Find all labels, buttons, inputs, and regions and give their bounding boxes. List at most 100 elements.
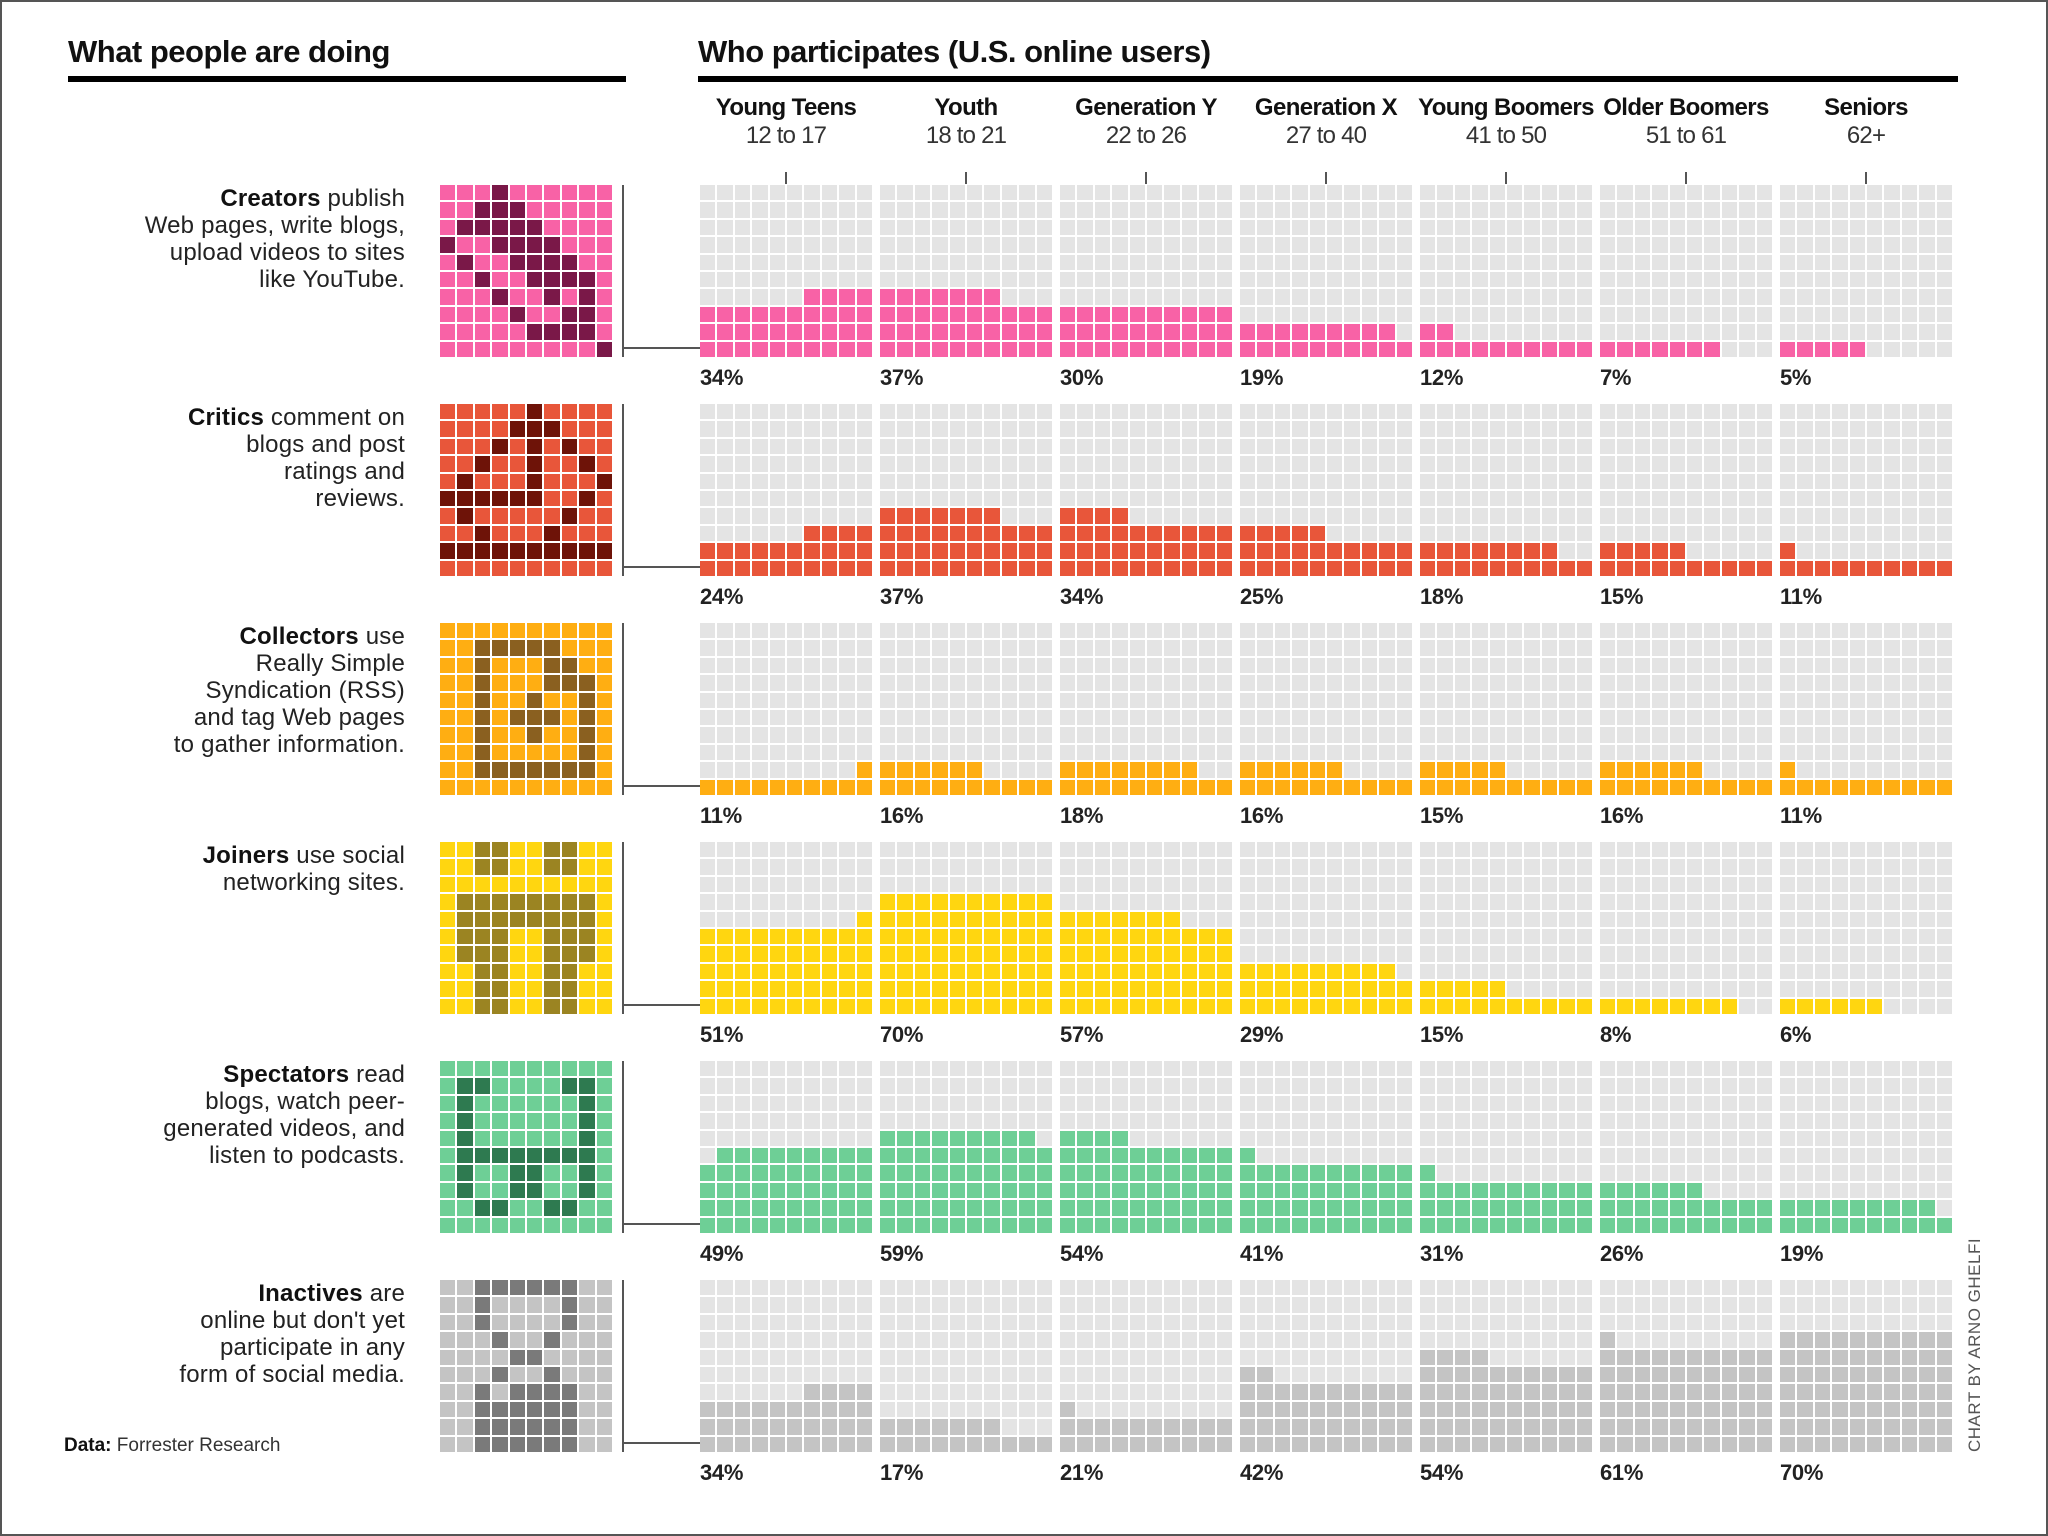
waffle-square-empty bbox=[1506, 842, 1523, 858]
waffle-square-empty bbox=[1576, 928, 1592, 945]
waffle-square-empty bbox=[1361, 911, 1378, 927]
waffle-square-empty bbox=[856, 1061, 872, 1077]
waffle-square-empty bbox=[1112, 675, 1128, 691]
waffle-square-filled bbox=[1866, 1401, 1883, 1418]
waffle-square-empty bbox=[1901, 254, 1918, 270]
waffle-square-filled bbox=[1576, 1384, 1592, 1400]
icon-pixel bbox=[561, 237, 578, 253]
row-bracket-connector bbox=[622, 1223, 706, 1225]
waffle-square-empty bbox=[1472, 1165, 1488, 1181]
waffle-square-empty bbox=[1489, 1095, 1505, 1112]
waffle-square-empty bbox=[821, 1314, 838, 1331]
waffle-square-empty bbox=[1686, 525, 1703, 542]
waffle-square-empty bbox=[1199, 744, 1215, 761]
waffle-square-filled bbox=[1559, 341, 1575, 357]
waffle-square-filled bbox=[717, 1200, 733, 1216]
icon-pixel bbox=[457, 1280, 473, 1296]
waffle-square-empty bbox=[1576, 1280, 1592, 1296]
waffle-square-empty bbox=[1240, 473, 1256, 489]
waffle-square-filled bbox=[1094, 981, 1111, 997]
waffle-square-filled bbox=[1884, 1332, 1900, 1348]
waffle-square-empty bbox=[1274, 859, 1291, 875]
waffle-square-filled bbox=[880, 1130, 896, 1146]
waffle-square-filled bbox=[1060, 1217, 1076, 1233]
waffle-square-empty bbox=[1309, 692, 1325, 708]
icon-pixel bbox=[561, 623, 578, 639]
waffle-square-filled bbox=[1454, 1200, 1471, 1216]
waffle-square-empty bbox=[984, 237, 1000, 253]
waffle-square-empty bbox=[1832, 623, 1848, 639]
waffle-square-empty bbox=[1164, 254, 1180, 270]
waffle-square-empty bbox=[1901, 894, 1918, 910]
waffle-square-filled bbox=[1506, 341, 1523, 357]
waffle-square-filled bbox=[1112, 1217, 1128, 1233]
waffle-square-empty bbox=[1094, 1401, 1111, 1418]
waffle-square-empty bbox=[1866, 421, 1883, 437]
waffle-square-empty bbox=[1112, 692, 1128, 708]
waffle-square-empty bbox=[1849, 237, 1865, 253]
waffle-square-empty bbox=[1274, 1130, 1291, 1146]
waffle-square-empty bbox=[1559, 456, 1575, 472]
waffle-square-empty bbox=[1704, 219, 1720, 236]
icon-pixel bbox=[526, 543, 543, 559]
icon-pixel bbox=[579, 1061, 595, 1077]
waffle-square-empty bbox=[1060, 421, 1076, 437]
waffle-square-empty bbox=[1379, 1078, 1395, 1094]
waffle-square-filled bbox=[1257, 1165, 1273, 1181]
waffle-square-filled bbox=[1181, 1419, 1198, 1435]
waffle-square-filled bbox=[932, 289, 948, 305]
waffle-square-empty bbox=[1704, 289, 1720, 305]
waffle-square-empty bbox=[1036, 1384, 1052, 1400]
waffle-square-filled bbox=[1884, 560, 1900, 576]
icon-pixel bbox=[596, 657, 612, 674]
waffle-square-empty bbox=[1094, 202, 1111, 218]
waffle-square-empty bbox=[1472, 1078, 1488, 1094]
waffle-square-filled bbox=[1146, 1165, 1163, 1181]
waffle-square-filled bbox=[1094, 560, 1111, 576]
waffle-square-empty bbox=[1780, 876, 1796, 893]
waffle-square-filled bbox=[966, 306, 983, 323]
waffle-square-empty bbox=[700, 254, 716, 270]
waffle-square-empty bbox=[1344, 508, 1360, 524]
icon-pixel bbox=[579, 709, 595, 726]
waffle-square-filled bbox=[1901, 779, 1918, 795]
waffle-square-filled bbox=[804, 1200, 820, 1216]
waffle-square-empty bbox=[1379, 219, 1395, 236]
waffle-square-filled bbox=[1181, 779, 1198, 795]
waffle-square-filled bbox=[880, 525, 896, 542]
waffle-square-empty bbox=[1884, 842, 1900, 858]
icon-pixel bbox=[509, 1200, 525, 1216]
waffle-square-empty bbox=[1541, 762, 1558, 778]
icon-pixel bbox=[440, 560, 456, 576]
waffle-square-filled bbox=[1669, 1401, 1685, 1418]
waffle-square-empty bbox=[1919, 306, 1935, 323]
waffle-square-empty bbox=[752, 692, 768, 708]
waffle-square-empty bbox=[1437, 894, 1453, 910]
waffle-square-empty bbox=[1576, 1078, 1592, 1094]
waffle-square-empty bbox=[1240, 1078, 1256, 1094]
waffle-square-empty bbox=[1361, 289, 1378, 305]
waffle-square-empty bbox=[1559, 219, 1575, 236]
waffle-square-filled bbox=[880, 543, 896, 559]
waffle-square-empty bbox=[1901, 727, 1918, 743]
row-bracket bbox=[622, 1061, 624, 1233]
icon-pixel bbox=[596, 508, 612, 524]
waffle-square-empty bbox=[1199, 254, 1215, 270]
waffle-square-filled bbox=[949, 306, 965, 323]
waffle-square-empty bbox=[1721, 525, 1738, 542]
waffle-square-filled bbox=[1617, 1419, 1633, 1435]
waffle-square-empty bbox=[1146, 657, 1163, 674]
waffle-square-empty bbox=[1780, 271, 1796, 288]
waffle-square-filled bbox=[700, 1401, 716, 1418]
icon-pixel bbox=[561, 508, 578, 524]
waffle-square-empty bbox=[1721, 692, 1738, 708]
waffle-square-empty bbox=[1396, 254, 1412, 270]
description-line: Inactives are bbox=[258, 1280, 405, 1307]
waffle-square-empty bbox=[717, 1349, 733, 1365]
waffle-square-empty bbox=[1797, 981, 1813, 997]
waffle-square-empty bbox=[700, 709, 716, 726]
waffle-square-empty bbox=[821, 1366, 838, 1383]
icon-pixel bbox=[544, 1130, 560, 1146]
waffle-square-filled bbox=[1199, 306, 1215, 323]
icon-pixel bbox=[492, 1182, 508, 1199]
